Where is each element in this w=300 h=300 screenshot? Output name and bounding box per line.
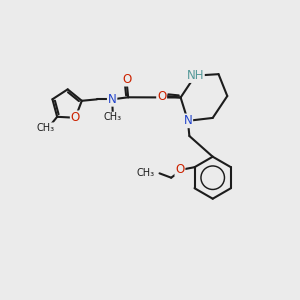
Text: O: O bbox=[157, 89, 166, 103]
Text: O: O bbox=[122, 73, 131, 86]
Text: N: N bbox=[108, 93, 116, 106]
Text: O: O bbox=[175, 163, 184, 176]
Text: NH: NH bbox=[187, 69, 204, 82]
Text: CH₃: CH₃ bbox=[136, 168, 154, 178]
Text: O: O bbox=[71, 111, 80, 124]
Text: CH₃: CH₃ bbox=[104, 112, 122, 122]
Text: N: N bbox=[184, 114, 192, 127]
Text: CH₃: CH₃ bbox=[37, 123, 55, 133]
